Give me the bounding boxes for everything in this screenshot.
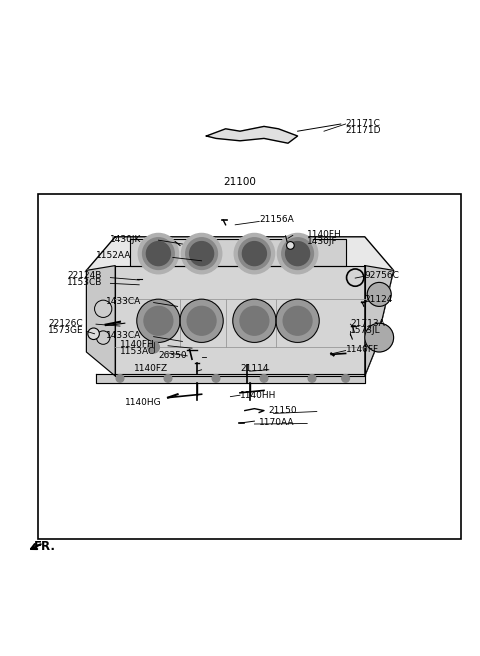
Text: 21100: 21100 <box>224 176 256 186</box>
Circle shape <box>116 375 124 382</box>
Circle shape <box>190 241 214 266</box>
Text: 21713A: 21713A <box>350 319 385 328</box>
Circle shape <box>180 299 223 342</box>
Circle shape <box>277 234 318 274</box>
Circle shape <box>282 237 313 270</box>
Text: 1153AC: 1153AC <box>120 348 155 356</box>
Circle shape <box>276 299 319 342</box>
Text: 1140FH: 1140FH <box>120 340 155 349</box>
Text: 21114: 21114 <box>240 364 268 373</box>
Circle shape <box>365 323 394 352</box>
Circle shape <box>144 306 173 335</box>
Polygon shape <box>96 374 365 383</box>
Polygon shape <box>86 266 115 376</box>
Text: 1140HH: 1140HH <box>240 391 276 400</box>
Circle shape <box>186 237 217 270</box>
Text: 1140HG: 1140HG <box>125 398 161 407</box>
Circle shape <box>181 234 222 274</box>
Text: 1140FF: 1140FF <box>346 345 379 354</box>
Circle shape <box>308 375 316 382</box>
Polygon shape <box>130 239 346 266</box>
Circle shape <box>260 375 268 382</box>
Polygon shape <box>115 266 365 376</box>
Polygon shape <box>206 127 298 143</box>
Text: 22124B: 22124B <box>67 271 102 279</box>
Circle shape <box>287 241 294 249</box>
Circle shape <box>342 375 349 382</box>
Circle shape <box>283 306 312 335</box>
Circle shape <box>138 234 179 274</box>
Text: 92756C: 92756C <box>365 271 400 279</box>
Text: 1433CA: 1433CA <box>106 331 141 340</box>
Text: 21171C: 21171C <box>346 119 381 129</box>
Circle shape <box>164 375 172 382</box>
Circle shape <box>137 299 180 342</box>
Text: 1573GE: 1573GE <box>48 326 84 335</box>
Circle shape <box>233 299 276 342</box>
Text: FR.: FR. <box>34 540 56 553</box>
Text: 1140FH: 1140FH <box>307 230 342 239</box>
Circle shape <box>212 375 220 382</box>
Circle shape <box>146 241 170 266</box>
Polygon shape <box>365 266 394 376</box>
Text: 21171D: 21171D <box>346 126 381 134</box>
Circle shape <box>367 282 391 306</box>
Circle shape <box>88 328 99 340</box>
Text: 1170AA: 1170AA <box>259 418 295 427</box>
Circle shape <box>95 300 112 318</box>
Circle shape <box>96 331 110 344</box>
Circle shape <box>148 341 159 353</box>
Text: 26350: 26350 <box>158 352 187 360</box>
Text: 1153CB: 1153CB <box>67 278 103 287</box>
Text: 1152AA: 1152AA <box>96 251 132 260</box>
Circle shape <box>234 234 275 274</box>
Bar <box>38 194 461 539</box>
Polygon shape <box>86 237 394 376</box>
Circle shape <box>286 241 310 266</box>
Text: 21150: 21150 <box>269 406 298 415</box>
Circle shape <box>242 241 266 266</box>
Circle shape <box>143 237 174 270</box>
Text: 1573JL: 1573JL <box>350 326 381 335</box>
Text: 1430JK: 1430JK <box>110 235 142 243</box>
Text: 21156A: 21156A <box>259 216 294 224</box>
Circle shape <box>239 237 270 270</box>
Text: 1430JF: 1430JF <box>307 237 338 246</box>
Text: 1433CA: 1433CA <box>106 297 141 306</box>
Text: 22126C: 22126C <box>48 319 83 328</box>
Circle shape <box>187 306 216 335</box>
Circle shape <box>240 306 269 335</box>
Text: 1140FZ: 1140FZ <box>134 364 168 373</box>
Text: 21124: 21124 <box>365 295 393 304</box>
